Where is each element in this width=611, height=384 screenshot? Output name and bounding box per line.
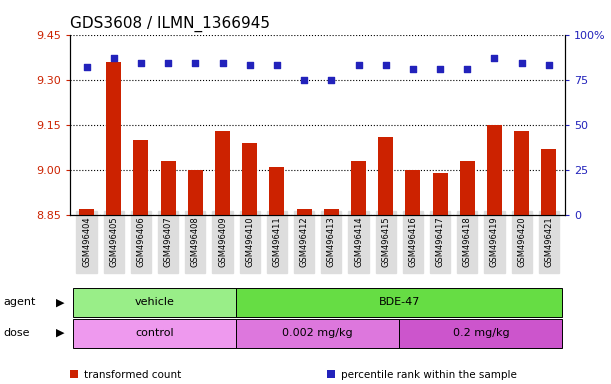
Bar — [514, 131, 529, 215]
Bar — [351, 161, 366, 215]
Bar — [406, 170, 420, 215]
Bar — [106, 62, 121, 215]
Point — [435, 66, 445, 72]
Text: dose: dose — [3, 328, 29, 338]
Point — [136, 60, 146, 66]
Text: 0.002 mg/kg: 0.002 mg/kg — [282, 328, 353, 338]
Text: percentile rank within the sample: percentile rank within the sample — [341, 370, 517, 380]
Point — [463, 66, 472, 72]
Text: agent: agent — [3, 297, 35, 308]
Bar — [215, 131, 230, 215]
Bar — [161, 161, 175, 215]
Bar — [541, 149, 557, 215]
Bar — [242, 143, 257, 215]
Bar — [324, 209, 338, 215]
Bar — [487, 125, 502, 215]
Bar — [269, 167, 284, 215]
Bar — [378, 137, 393, 215]
Point — [218, 60, 227, 66]
Text: vehicle: vehicle — [134, 297, 175, 308]
Point — [326, 77, 336, 83]
Text: ▶: ▶ — [56, 328, 64, 338]
Text: GDS3608 / ILMN_1366945: GDS3608 / ILMN_1366945 — [70, 16, 270, 32]
Bar — [133, 140, 148, 215]
Point — [544, 62, 554, 68]
Bar — [297, 209, 312, 215]
Bar — [400, 319, 563, 348]
Text: transformed count: transformed count — [84, 370, 181, 380]
Bar — [236, 319, 400, 348]
Text: 0.2 mg/kg: 0.2 mg/kg — [453, 328, 509, 338]
Point — [245, 62, 255, 68]
Point — [163, 60, 173, 66]
Point — [354, 62, 364, 68]
Bar — [79, 209, 94, 215]
Bar — [236, 288, 563, 317]
Text: control: control — [135, 328, 174, 338]
Bar — [460, 161, 475, 215]
Bar — [73, 319, 236, 348]
Point — [408, 66, 418, 72]
Point — [299, 77, 309, 83]
Bar — [433, 173, 448, 215]
Point — [272, 62, 282, 68]
Text: ▶: ▶ — [56, 297, 64, 308]
Point — [489, 55, 499, 61]
Bar — [188, 170, 203, 215]
Point — [191, 60, 200, 66]
Point — [82, 64, 92, 70]
Point — [381, 62, 390, 68]
Bar — [73, 288, 236, 317]
Point — [517, 60, 527, 66]
Point — [109, 55, 119, 61]
Text: BDE-47: BDE-47 — [379, 297, 420, 308]
